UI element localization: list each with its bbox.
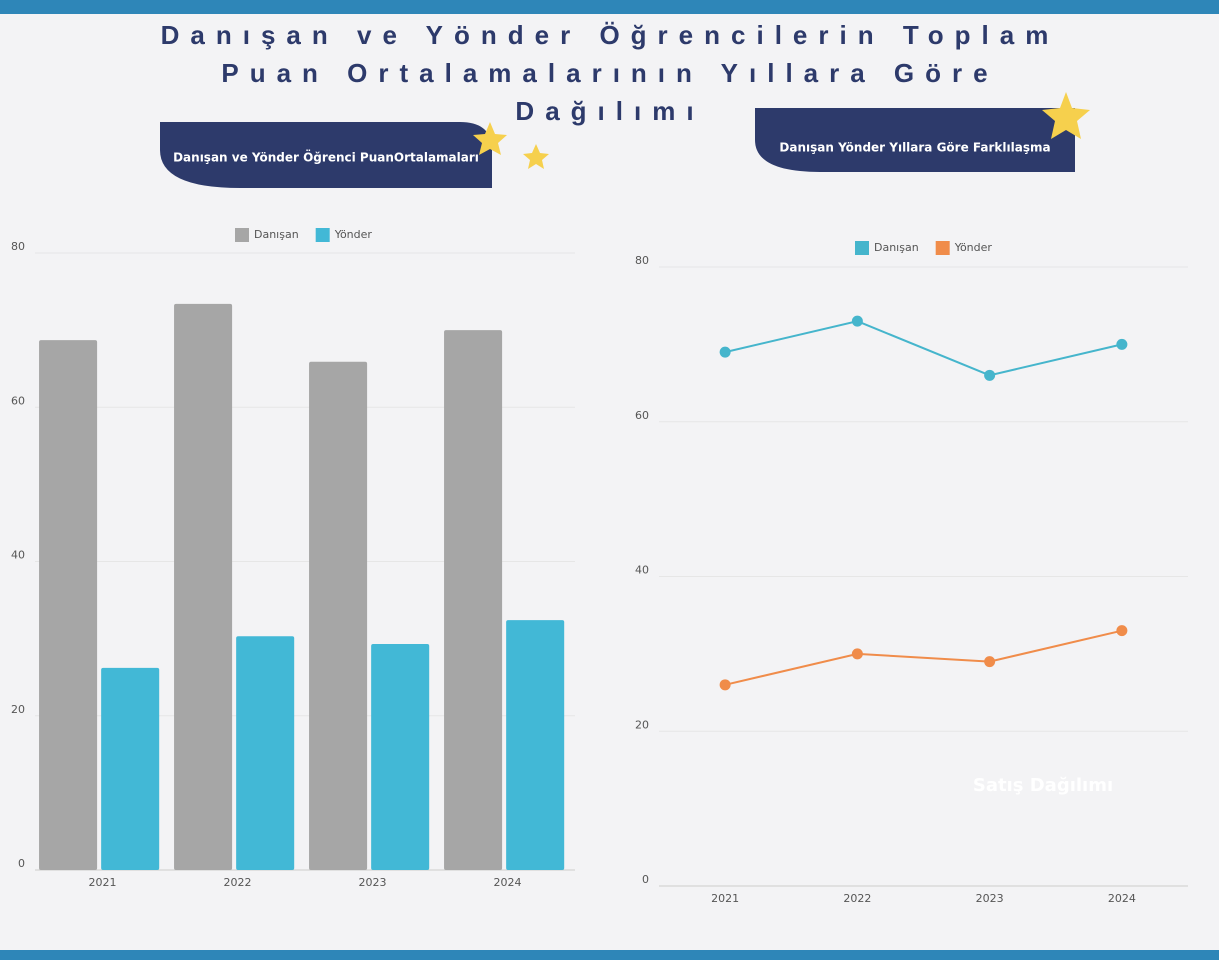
point: [1116, 338, 1128, 350]
legend-label: Yönder: [334, 228, 373, 241]
line: [724, 320, 1123, 377]
x-tick-label: 2022: [843, 892, 871, 905]
chart-title: Danışan Yönder Yıllara Göre Farklılaşma: [779, 141, 1050, 155]
y-tick-label: 80: [635, 254, 649, 267]
y-tick-label: 60: [11, 394, 25, 407]
legend-swatch: [235, 228, 249, 242]
page-title: Danışan ve Yönder Öğrencilerin Toplam Pu…: [160, 20, 1060, 126]
point: [984, 656, 996, 668]
y-tick-label: 60: [635, 409, 649, 422]
x-tick-label: 2021: [89, 876, 117, 889]
legend-label: Yönder: [954, 241, 993, 254]
legend-swatch: [935, 241, 950, 255]
bar: [309, 361, 368, 870]
star: [523, 144, 549, 169]
legend-swatch: [315, 228, 330, 242]
point: [719, 679, 731, 691]
chart-title: Danışan ve Yönder Öğrenci PuanOrtalamala…: [173, 150, 479, 165]
bar: [39, 340, 98, 870]
x-tick-label: 2021: [711, 892, 739, 905]
x-tick-label: 2024: [1108, 892, 1136, 905]
point: [984, 369, 996, 381]
bar: [371, 644, 430, 870]
x-tick-label: 2023: [359, 876, 387, 889]
banner: [755, 108, 1075, 172]
y-tick-label: 20: [635, 718, 649, 731]
legend-label: Danışan: [874, 241, 919, 254]
annotation: Satış Dağılımı: [973, 775, 1113, 796]
y-tick-label: 40: [11, 549, 25, 562]
line: [724, 629, 1123, 686]
top-bar: [0, 0, 1219, 14]
bar: [236, 636, 295, 870]
bar: [444, 330, 503, 870]
x-tick-label: 2024: [494, 876, 522, 889]
legend-swatch: [855, 241, 869, 255]
y-tick-label: 0: [642, 873, 649, 886]
y-tick-label: 40: [635, 564, 649, 577]
bar: [101, 667, 160, 870]
point: [1116, 625, 1128, 637]
star: [1042, 92, 1090, 139]
x-tick-label: 2023: [976, 892, 1004, 905]
y-tick-label: 80: [11, 240, 25, 253]
y-tick-label: 0: [18, 857, 25, 870]
legend-label: Danışan: [254, 228, 299, 241]
point: [851, 315, 863, 327]
point: [851, 648, 863, 660]
point: [719, 346, 731, 358]
y-tick-label: 20: [11, 703, 25, 716]
bar: [506, 620, 565, 870]
banner: [160, 122, 492, 188]
bottom-bar: [0, 950, 1219, 960]
star: [473, 122, 507, 155]
bar: [174, 303, 233, 871]
x-tick-label: 2022: [224, 876, 252, 889]
